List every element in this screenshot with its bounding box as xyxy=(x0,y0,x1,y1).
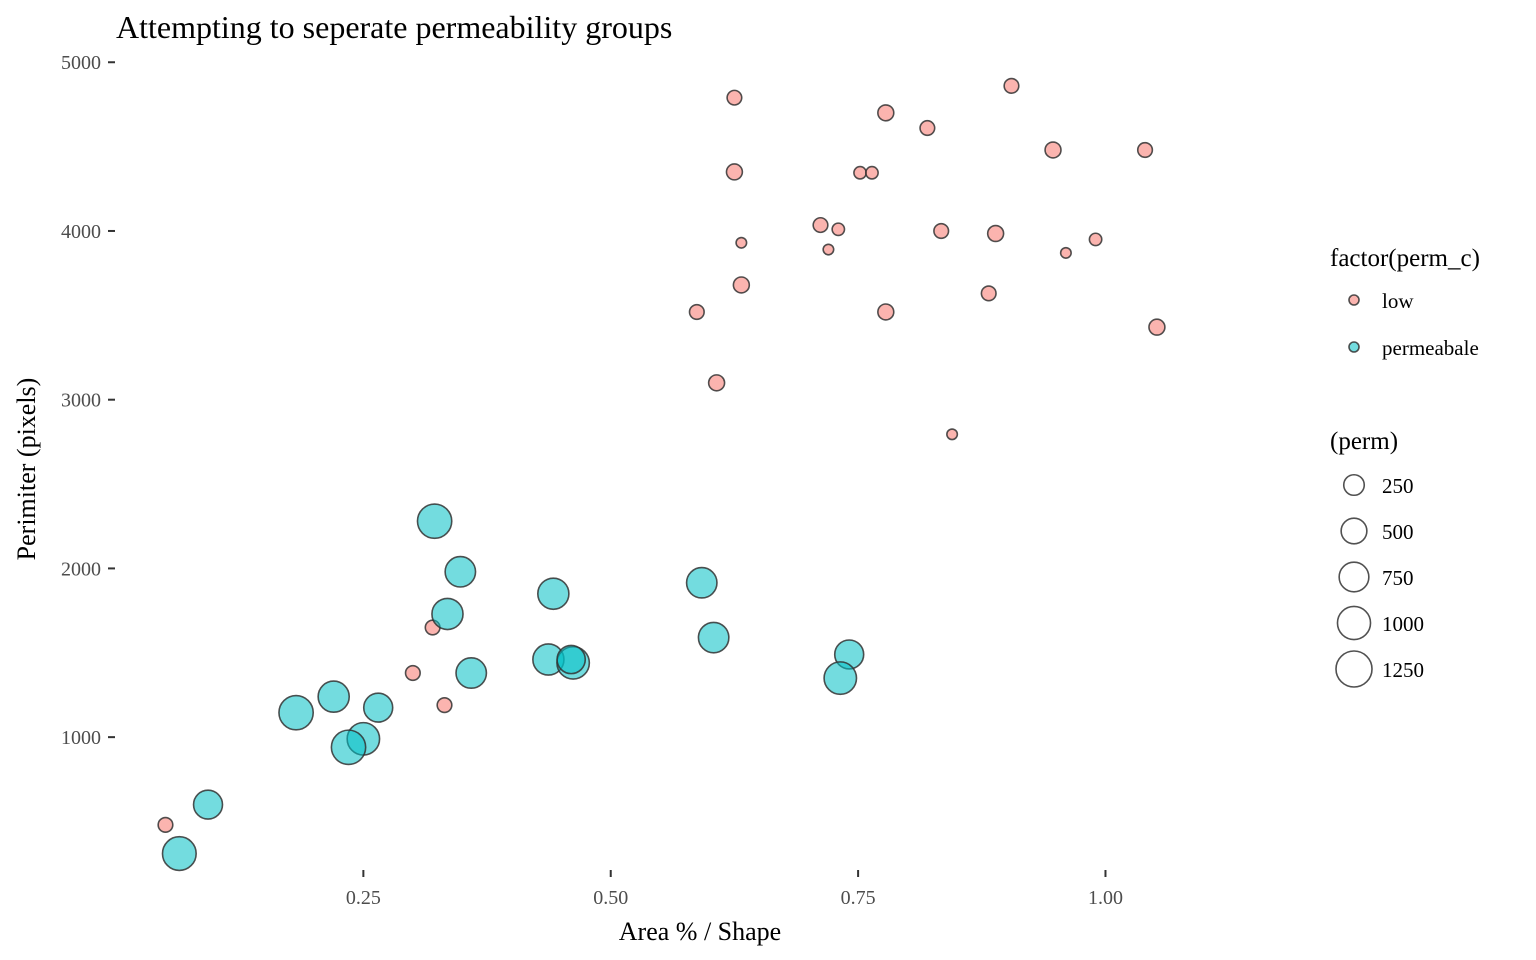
size-legend-label: 250 xyxy=(1382,474,1414,498)
point-low xyxy=(1059,246,1072,259)
point-permeabale xyxy=(697,621,730,654)
size-legend-label: 750 xyxy=(1382,566,1414,590)
size-legend-key xyxy=(1336,605,1372,641)
point-low xyxy=(919,119,936,137)
legend-label-permeabale: permeabale xyxy=(1382,336,1479,360)
size-legend-key xyxy=(1338,561,1370,593)
size-legend-label: 1000 xyxy=(1382,612,1424,636)
scatter-points xyxy=(157,77,1166,872)
point-low xyxy=(707,374,726,392)
y-tick-label: 1000 xyxy=(61,727,101,749)
x-axis: 0.25 0.50 0.75 1.00 xyxy=(346,870,1123,909)
size-legend-label: 500 xyxy=(1382,520,1414,544)
point-permeabale xyxy=(431,597,464,631)
point-permeabale xyxy=(330,729,367,766)
size-legend-key xyxy=(1342,473,1366,497)
y-tick-label: 4000 xyxy=(61,221,101,243)
point-low xyxy=(1148,318,1166,336)
point-low xyxy=(1044,141,1062,159)
point-low xyxy=(877,104,895,122)
point-low xyxy=(1003,77,1020,94)
point-low xyxy=(1088,232,1103,247)
point-permeabale xyxy=(455,657,488,690)
x-tick-label: 0.75 xyxy=(841,887,876,909)
point-low xyxy=(812,216,829,234)
size-legend-key xyxy=(1335,650,1373,688)
point-permeabale xyxy=(416,503,453,540)
point-low xyxy=(946,428,959,441)
point-permeabale xyxy=(161,835,197,872)
y-tick-label: 3000 xyxy=(61,390,101,412)
size-legend-label: 1250 xyxy=(1382,658,1424,682)
x-tick-label: 1.00 xyxy=(1088,887,1123,909)
point-permeabale xyxy=(317,680,351,713)
point-permeabale xyxy=(444,555,477,588)
size-legend-key xyxy=(1340,517,1368,545)
color-legend: low permeabale xyxy=(1348,289,1479,360)
point-permeabale xyxy=(685,566,718,599)
point-low xyxy=(853,165,868,180)
x-axis-title: Area % / Shape xyxy=(619,917,781,946)
y-axis-title: Perimiter (pixels) xyxy=(12,378,41,561)
point-low xyxy=(933,222,950,240)
point-low xyxy=(980,285,997,302)
x-tick-label: 0.25 xyxy=(346,887,381,909)
point-low xyxy=(864,165,879,180)
size-legend: 250 500 750 1000 1250 xyxy=(1335,473,1424,688)
size-legend-title: (perm) xyxy=(1330,428,1398,455)
point-low xyxy=(404,664,421,682)
point-low xyxy=(735,236,748,249)
point-low xyxy=(831,222,846,237)
point-low xyxy=(726,89,743,106)
point-permeabale xyxy=(823,661,858,696)
point-low xyxy=(436,696,453,714)
chart-title: Attempting to seperate permeability grou… xyxy=(116,9,672,45)
x-tick-label: 0.50 xyxy=(593,887,628,909)
point-low xyxy=(877,303,895,321)
color-legend-title: factor(perm_c) xyxy=(1330,245,1480,272)
legend-key-permeabale xyxy=(1348,341,1360,353)
point-low xyxy=(986,224,1005,243)
point-low xyxy=(822,243,835,256)
legend-key-low xyxy=(1348,294,1360,306)
y-tick-label: 2000 xyxy=(61,558,101,580)
point-low xyxy=(157,816,174,833)
point-low xyxy=(1136,141,1154,159)
y-tick-label: 5000 xyxy=(61,52,101,74)
point-low xyxy=(688,303,705,321)
point-low xyxy=(732,276,751,294)
point-permeabale xyxy=(362,692,394,723)
point-permeabale xyxy=(556,644,587,675)
point-low xyxy=(725,163,744,181)
point-permeabale xyxy=(537,577,570,611)
point-permeabale xyxy=(192,789,224,820)
point-permeabale xyxy=(278,694,315,731)
y-axis: 1000 2000 3000 4000 5000 xyxy=(61,52,115,749)
legend-label-low: low xyxy=(1382,289,1414,313)
